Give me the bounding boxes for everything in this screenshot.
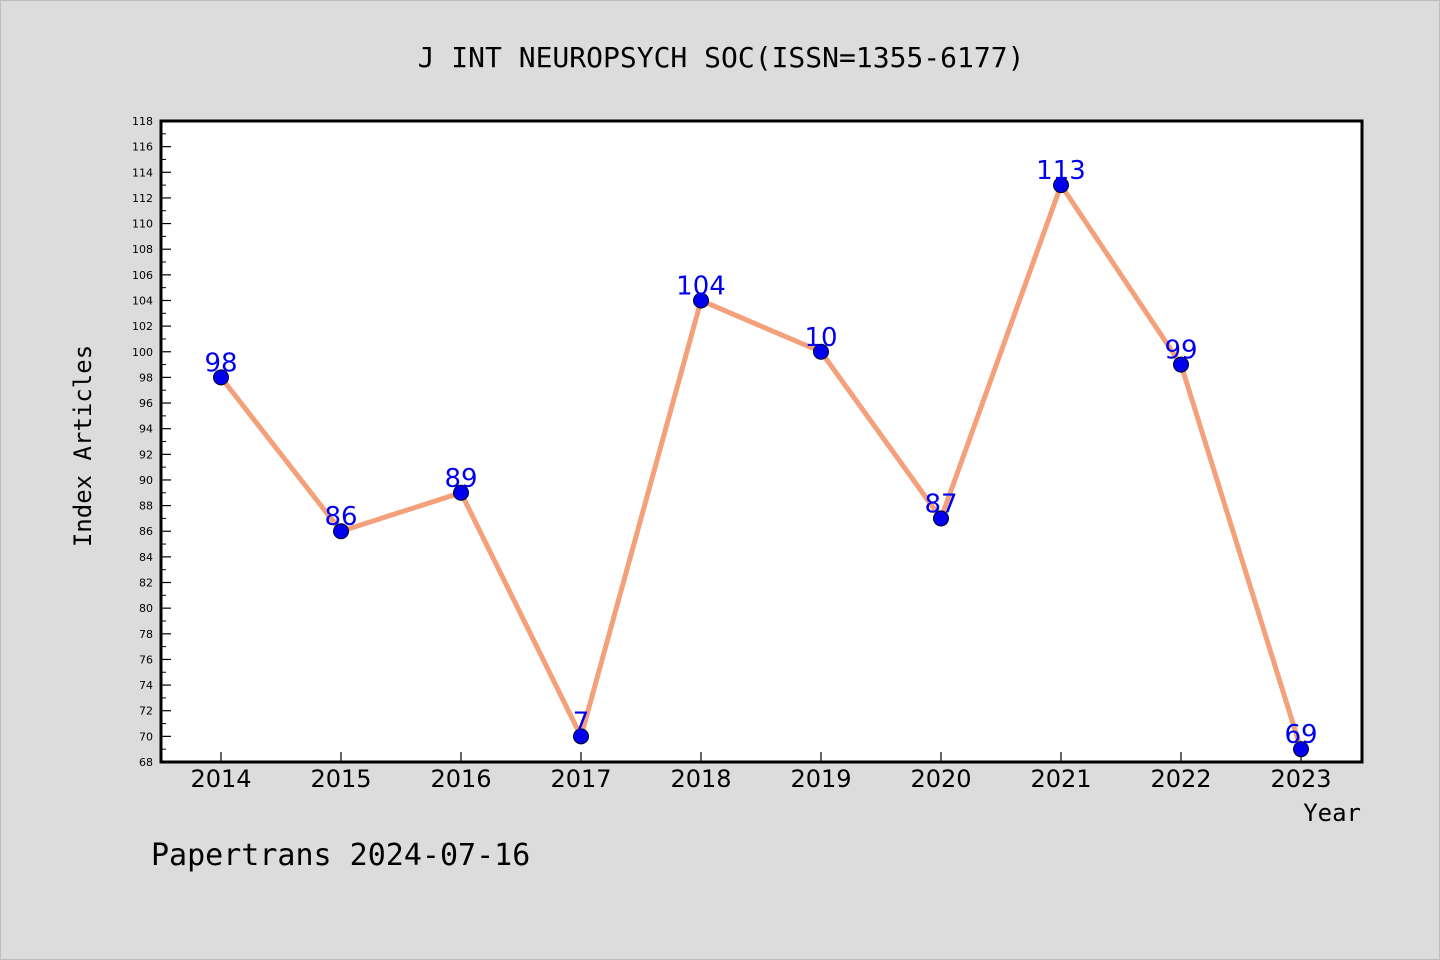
y-tick-label: 94 bbox=[139, 423, 153, 436]
y-tick-label: 100 bbox=[132, 346, 153, 359]
y-tick-label: 70 bbox=[139, 730, 153, 743]
y-tick-label: 88 bbox=[139, 500, 153, 513]
data-point bbox=[573, 728, 589, 745]
y-tick-label: 108 bbox=[132, 243, 153, 256]
y-tick-label: 106 bbox=[132, 269, 153, 282]
y-axis-label: Index Articles bbox=[69, 345, 97, 547]
y-tick-label: 76 bbox=[139, 653, 153, 666]
data-label: 104 bbox=[676, 271, 726, 301]
y-tick-label: 118 bbox=[132, 115, 153, 128]
y-tick-label: 92 bbox=[139, 448, 153, 461]
y-tick-label: 72 bbox=[139, 705, 153, 718]
y-tick-label: 90 bbox=[139, 474, 153, 487]
data-label: 69 bbox=[1284, 720, 1317, 750]
data-point bbox=[1293, 741, 1309, 758]
plot-area bbox=[159, 119, 1364, 764]
x-tick-label: 2021 bbox=[1030, 765, 1091, 793]
x-tick-label: 2019 bbox=[790, 765, 851, 793]
chart-title: J INT NEUROPSYCH SOC(ISSN=1355-6177) bbox=[418, 41, 1025, 74]
data-point bbox=[1053, 177, 1069, 194]
data-label: 99 bbox=[1164, 336, 1197, 366]
data-label: 10 bbox=[804, 323, 837, 353]
y-tick-label: 116 bbox=[132, 141, 153, 154]
data-point bbox=[333, 523, 349, 540]
y-tick-label: 80 bbox=[139, 602, 153, 615]
data-label: 86 bbox=[324, 502, 357, 532]
data-point bbox=[933, 510, 949, 527]
data-point bbox=[693, 292, 709, 309]
y-tick-label: 82 bbox=[139, 577, 153, 590]
y-tick-label: 86 bbox=[139, 525, 153, 538]
data-label: 87 bbox=[924, 489, 957, 519]
x-tick-label: 2018 bbox=[670, 765, 731, 793]
y-tick-label: 78 bbox=[139, 628, 153, 641]
x-axis: 2014 2015 2016 2017 2018 2019 2020 2021 2022 2023 bbox=[190, 752, 1332, 793]
x-tick-label: 2015 bbox=[310, 765, 371, 793]
data-point bbox=[813, 343, 829, 360]
y-tick-label: 96 bbox=[139, 397, 153, 410]
x-tick-label: 2014 bbox=[190, 765, 251, 793]
data-label: 113 bbox=[1036, 156, 1086, 186]
y-tick-label: 110 bbox=[132, 218, 153, 231]
y-tick-label: 114 bbox=[132, 166, 153, 179]
x-tick-label: 2020 bbox=[910, 765, 971, 793]
series-layer: 98 86 89 7 104 10 87 113 99 69 bbox=[204, 156, 1318, 758]
x-tick-label: 2016 bbox=[430, 765, 491, 793]
data-label: 7 bbox=[573, 707, 590, 737]
y-tick-label: 74 bbox=[139, 679, 153, 692]
series-line bbox=[219, 182, 1304, 750]
data-point bbox=[1173, 356, 1189, 373]
x-axis-label: Year bbox=[1303, 799, 1361, 827]
y-tick-label: 98 bbox=[139, 371, 153, 384]
data-label: 89 bbox=[444, 464, 477, 494]
y-tick-label: 112 bbox=[132, 192, 153, 205]
x-tick-label: 2022 bbox=[1150, 765, 1211, 793]
data-point bbox=[213, 369, 229, 386]
y-axis: 68 70 72 74 76 78 80 82 84 86 88 90 92 94 96 98 100 102 10… bbox=[132, 115, 171, 769]
y-tick-label: 68 bbox=[139, 756, 153, 769]
footer-credit: Papertrans 2024-07-16 bbox=[151, 838, 530, 873]
y-tick-label: 84 bbox=[139, 551, 153, 564]
x-tick-label: 2023 bbox=[1270, 765, 1331, 793]
data-point bbox=[453, 484, 469, 501]
y-tick-label: 102 bbox=[132, 320, 153, 333]
x-tick-label: 2017 bbox=[550, 765, 611, 793]
y-tick-label: 104 bbox=[132, 294, 153, 307]
data-label: 98 bbox=[204, 348, 237, 378]
